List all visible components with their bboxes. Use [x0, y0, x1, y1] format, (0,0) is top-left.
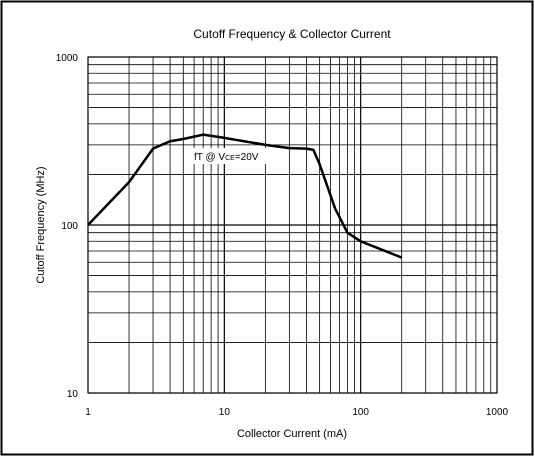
annotation-part: CE: [225, 155, 235, 162]
annotation-bg: [190, 148, 276, 164]
annotation-part: =20V: [235, 152, 259, 163]
y-tick-label: 10: [67, 389, 79, 400]
x-tick-label: 10: [219, 407, 231, 418]
x-tick-label: 100: [352, 407, 369, 418]
x-tick-label: 1000: [486, 407, 509, 418]
annotation: fT @ VCE=20V: [194, 152, 259, 163]
x-axis-label: Collector Current (mA): [237, 428, 347, 440]
x-tick-label: 1: [85, 407, 91, 418]
annotation-part: fT @ V: [194, 152, 225, 163]
y-tick-label: 100: [61, 221, 78, 232]
y-axis-label: Cutoff Frequency (MHz): [35, 166, 47, 283]
y-tick-label: 1000: [56, 53, 79, 64]
chart-title: Cutoff Frequency & Collector Current: [193, 27, 391, 41]
data-line: [87, 133, 403, 259]
